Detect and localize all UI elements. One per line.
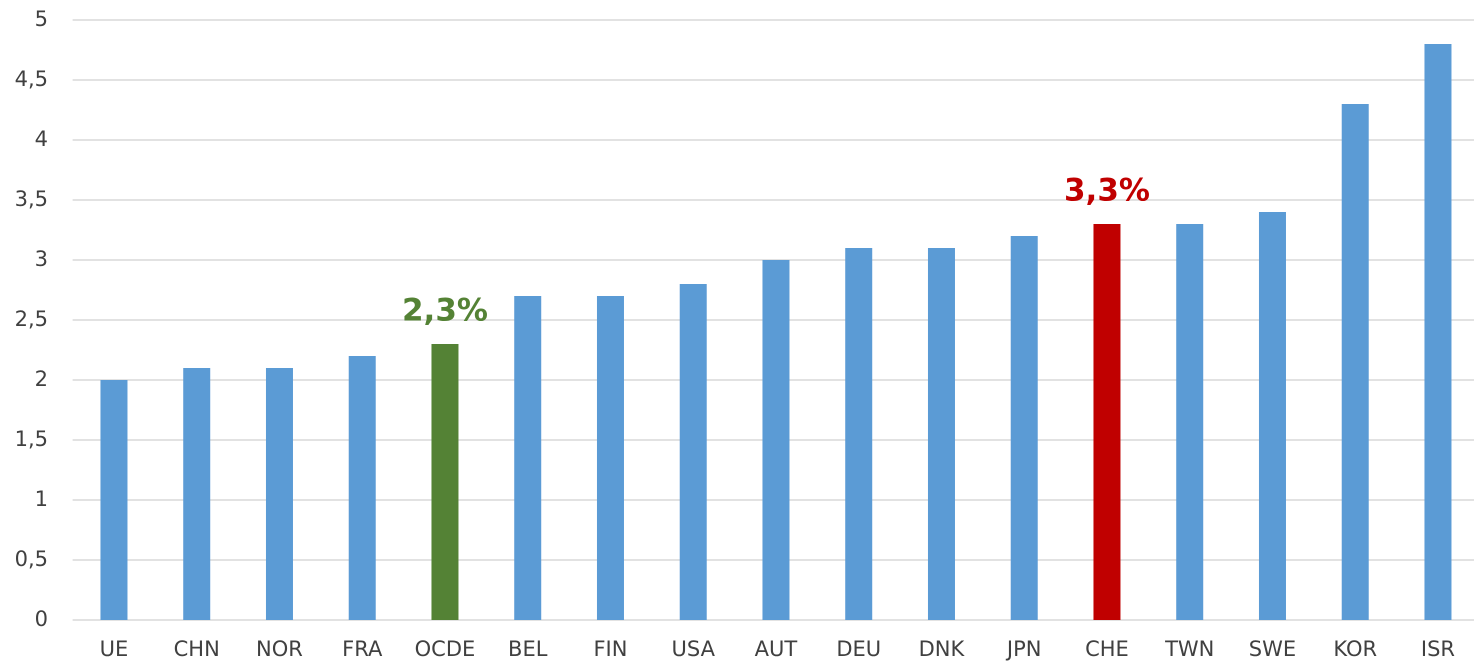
x-tick-label: DNK [919,637,966,661]
x-tick-label: NOR [256,637,303,661]
y-tick-label: 3,5 [15,187,48,211]
bar [596,296,624,620]
x-tick-label: USA [671,637,715,661]
x-tick-label: TWN [1164,637,1214,661]
bar [100,380,128,620]
y-tick-label: 3 [35,247,48,271]
data-label: 3,3% [1064,173,1150,209]
x-tick-label: KOR [1333,637,1377,661]
y-tick-label: 4,5 [15,67,48,91]
y-tick-label: 4 [35,127,48,151]
bar [1341,104,1369,620]
bar [927,248,955,620]
y-tick-label: 2 [35,367,48,391]
bar [1424,44,1452,620]
x-tick-label: DEU [836,637,881,661]
y-tick-label: 1,5 [15,427,48,451]
x-tick-label: OCDE [415,637,476,661]
x-tick-label: ISR [1421,637,1455,661]
bar [348,356,376,620]
bar [845,248,873,620]
bar [1258,212,1286,620]
bar [1010,236,1038,620]
bar [762,260,790,620]
x-tick-label: FRA [342,637,383,661]
x-tick-label: AUT [755,637,798,661]
data-label: 2,3% [402,293,488,329]
bar [1093,224,1121,620]
x-tick-label: BEL [508,637,548,661]
x-tick-label: UE [100,637,129,661]
x-tick-label: FIN [593,637,627,661]
bar [265,368,293,620]
bar [514,296,542,620]
y-tick-label: 1 [35,487,48,511]
y-tick-label: 0 [35,607,48,631]
y-tick-label: 0,5 [15,547,48,571]
x-tick-label: JPN [1005,637,1042,661]
x-tick-label: SWE [1249,637,1296,661]
y-tick-label: 2,5 [15,307,48,331]
x-tick-label: CHN [174,637,220,661]
bar [1176,224,1204,620]
bar [679,284,707,620]
bar [431,344,459,620]
x-tick-label: CHE [1085,637,1129,661]
bar [183,368,211,620]
y-tick-label: 5 [35,7,48,31]
